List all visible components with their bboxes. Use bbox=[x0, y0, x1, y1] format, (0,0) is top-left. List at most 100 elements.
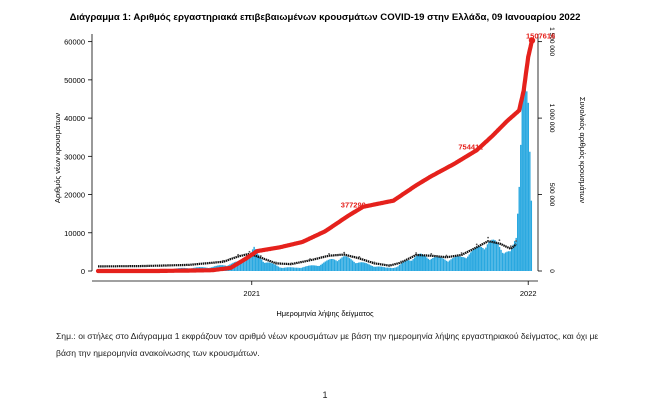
daily-case-bar bbox=[512, 244, 514, 271]
page-number: 1 bbox=[322, 390, 328, 400]
daily-case-bar bbox=[323, 262, 325, 271]
daily-case-bar bbox=[483, 249, 486, 271]
daily-case-bar bbox=[494, 240, 496, 271]
y-right-tick-label: 1 500 000 bbox=[548, 27, 555, 56]
daily-case-bar bbox=[400, 263, 402, 271]
daily-case-bar bbox=[383, 267, 386, 271]
daily-case-bar bbox=[442, 258, 445, 271]
daily-case-bar bbox=[320, 264, 322, 271]
daily-case-bar bbox=[245, 259, 248, 271]
cumulative-annotation: 1507616 bbox=[526, 31, 555, 40]
daily-case-bar bbox=[418, 253, 420, 271]
daily-case-bar bbox=[421, 254, 423, 271]
rolling-average-point bbox=[237, 253, 240, 256]
daily-case-bar bbox=[465, 258, 467, 271]
daily-case-bar bbox=[482, 248, 484, 271]
daily-case-bar bbox=[501, 252, 504, 271]
daily-case-bar bbox=[382, 266, 384, 271]
daily-case-bar bbox=[392, 267, 395, 271]
daily-case-bar bbox=[264, 262, 266, 271]
x-tick-label: 2021 bbox=[243, 289, 260, 298]
cumulative-annotation: 754411 bbox=[458, 143, 483, 152]
daily-case-bar bbox=[345, 256, 348, 271]
daily-case-bar bbox=[476, 246, 478, 271]
daily-case-bar bbox=[500, 249, 502, 271]
daily-case-bar bbox=[242, 261, 245, 271]
daily-case-bar bbox=[398, 265, 401, 271]
daily-case-bar bbox=[362, 262, 364, 271]
daily-case-bar bbox=[347, 257, 349, 271]
daily-case-bar bbox=[247, 257, 249, 271]
daily-case-bar bbox=[488, 241, 490, 271]
y-right-tick-label: 500 000 bbox=[548, 183, 555, 207]
daily-case-bar bbox=[403, 261, 405, 271]
rolling-average-point bbox=[358, 255, 361, 258]
daily-case-bar bbox=[445, 260, 448, 271]
daily-case-bar bbox=[248, 255, 251, 271]
daily-case-bar bbox=[321, 263, 323, 271]
y-left-tick-label: 20000 bbox=[64, 191, 85, 200]
daily-case-bar bbox=[268, 262, 270, 271]
daily-case-bar bbox=[327, 259, 330, 271]
daily-case-bar bbox=[241, 261, 243, 271]
rolling-average-line bbox=[98, 240, 517, 268]
daily-case-bar bbox=[468, 254, 470, 271]
daily-case-bar bbox=[244, 261, 246, 271]
daily-case-bar bbox=[367, 263, 369, 271]
daily-case-bar bbox=[530, 200, 533, 271]
daily-case-bar bbox=[463, 257, 466, 271]
daily-case-bar bbox=[370, 265, 372, 271]
daily-case-bar bbox=[436, 256, 439, 271]
daily-case-bar bbox=[462, 257, 464, 271]
daily-case-bar bbox=[356, 263, 358, 271]
daily-case-bar bbox=[527, 102, 530, 271]
daily-case-bar bbox=[280, 267, 283, 271]
daily-case-bar bbox=[373, 266, 375, 271]
daily-case-bar bbox=[360, 262, 363, 271]
daily-case-bar bbox=[429, 259, 431, 271]
daily-case-bar bbox=[348, 258, 351, 271]
daily-case-bar bbox=[376, 266, 378, 271]
daily-case-bar bbox=[294, 267, 296, 271]
y-right-tick-label: 1 000 000 bbox=[548, 104, 555, 133]
daily-case-bar bbox=[404, 260, 407, 271]
daily-case-bar bbox=[433, 257, 436, 271]
daily-case-bar bbox=[374, 266, 377, 271]
daily-case-bar bbox=[504, 252, 507, 271]
daily-case-bar bbox=[471, 250, 473, 271]
rolling-average-point bbox=[343, 251, 346, 254]
daily-case-bar bbox=[326, 260, 328, 271]
daily-case-bar bbox=[289, 267, 292, 271]
daily-case-bar bbox=[474, 247, 476, 271]
daily-case-bar bbox=[330, 258, 333, 271]
daily-case-bar bbox=[515, 237, 517, 271]
daily-case-bar bbox=[435, 256, 437, 271]
daily-case-bar bbox=[448, 260, 451, 271]
daily-case-bar bbox=[453, 257, 455, 271]
daily-case-bar bbox=[423, 254, 425, 271]
daily-case-bar bbox=[295, 267, 298, 271]
daily-case-bar bbox=[426, 257, 428, 271]
daily-case-bar bbox=[430, 258, 433, 271]
daily-case-bar bbox=[371, 265, 373, 271]
daily-case-bar bbox=[285, 267, 287, 271]
daily-case-bar bbox=[306, 266, 308, 271]
daily-case-bar bbox=[386, 267, 389, 271]
daily-case-bar bbox=[385, 267, 387, 271]
daily-case-bar bbox=[503, 253, 505, 271]
daily-case-bar bbox=[497, 244, 499, 271]
rolling-average-point bbox=[309, 258, 311, 260]
rolling-average-point bbox=[328, 252, 330, 255]
daily-case-bar bbox=[412, 259, 414, 271]
rolling-average-point bbox=[400, 260, 402, 263]
daily-case-bar bbox=[257, 254, 260, 271]
daily-case-bar bbox=[270, 262, 272, 271]
daily-case-bar bbox=[271, 263, 274, 271]
rolling-average-point bbox=[415, 252, 418, 254]
daily-case-bar bbox=[380, 266, 383, 271]
daily-case-bar bbox=[329, 259, 331, 271]
rolling-average-point bbox=[498, 239, 501, 242]
daily-case-bar bbox=[301, 267, 304, 271]
daily-case-bar bbox=[359, 262, 361, 271]
daily-case-bar bbox=[265, 262, 267, 271]
